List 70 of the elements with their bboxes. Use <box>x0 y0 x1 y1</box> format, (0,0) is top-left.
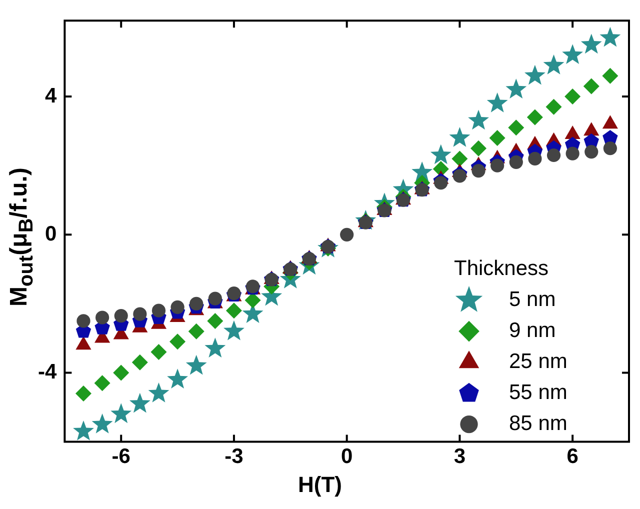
point <box>600 26 621 47</box>
point <box>452 150 468 167</box>
point <box>526 109 543 126</box>
point <box>204 338 226 358</box>
point <box>75 385 92 402</box>
x-tick-label: -6 <box>112 445 130 468</box>
point <box>110 403 132 424</box>
point <box>208 292 222 306</box>
point <box>452 169 466 183</box>
point <box>489 130 506 146</box>
point <box>114 308 128 323</box>
point <box>434 176 448 190</box>
legend-label: 85 nm <box>509 412 568 436</box>
point <box>490 158 504 172</box>
point <box>449 126 470 147</box>
point <box>584 144 598 159</box>
point <box>509 155 523 169</box>
x-tick-label: 6 <box>566 445 578 468</box>
point <box>564 88 581 105</box>
point <box>543 54 564 74</box>
point <box>129 392 150 413</box>
x-tick-label: 0 <box>340 445 353 468</box>
point <box>524 64 546 85</box>
point <box>167 368 188 389</box>
x-tick-label: -3 <box>224 445 244 468</box>
point <box>148 382 170 402</box>
point <box>132 354 148 370</box>
point <box>186 354 207 375</box>
point <box>470 140 487 156</box>
point <box>94 375 110 392</box>
point <box>562 44 584 64</box>
point <box>188 323 204 340</box>
point <box>430 144 452 164</box>
point <box>152 304 166 318</box>
point <box>506 78 527 99</box>
y-tick-label: -4 <box>38 360 57 384</box>
point <box>76 314 90 328</box>
x-axis-title: H(T) <box>296 472 344 497</box>
point <box>602 68 618 84</box>
point <box>150 344 167 360</box>
legend-label: 55 nm <box>509 381 568 404</box>
point <box>190 296 204 310</box>
legend-label: 9 nm <box>509 319 556 342</box>
point <box>546 148 561 162</box>
point <box>226 302 242 319</box>
y-tick-label: 0 <box>44 222 57 246</box>
point <box>546 98 562 115</box>
point <box>170 300 184 314</box>
legend-label: 5 nm <box>509 288 556 312</box>
point <box>170 334 186 350</box>
y-tick-label: 4 <box>44 84 57 108</box>
legend-title: Thickness <box>454 257 549 280</box>
point <box>224 320 244 340</box>
point <box>207 312 224 329</box>
point <box>566 146 580 160</box>
point <box>580 34 602 54</box>
point <box>73 420 94 440</box>
point <box>486 92 508 112</box>
point <box>603 142 617 156</box>
x-tick-label: 3 <box>454 445 466 468</box>
point <box>133 307 147 321</box>
point <box>95 310 110 324</box>
point <box>113 364 130 381</box>
point <box>583 78 600 94</box>
point <box>468 110 489 130</box>
point <box>340 228 354 242</box>
legend-label: 25 nm <box>509 350 568 374</box>
point <box>508 120 524 136</box>
point <box>92 414 113 434</box>
point <box>528 152 542 166</box>
